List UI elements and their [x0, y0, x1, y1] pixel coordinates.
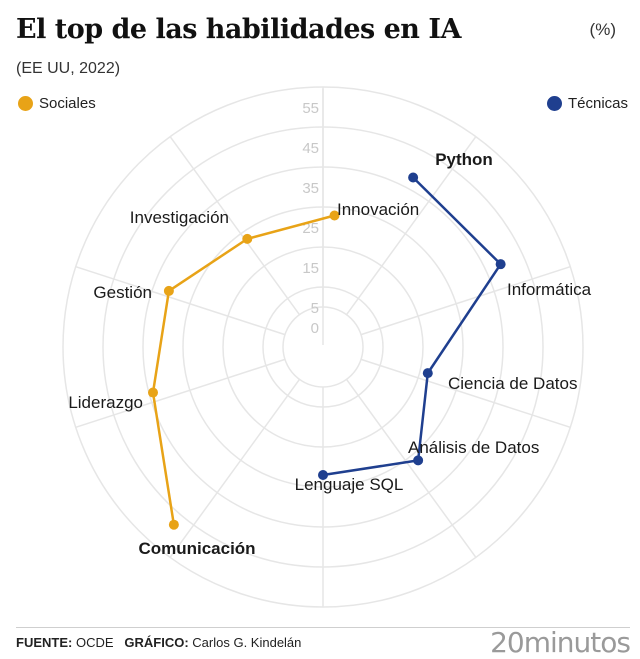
point-label-1-4: Lenguaje SQL — [295, 475, 404, 494]
legend-tecnicas-label: Técnicas — [567, 95, 628, 112]
point-label-1-2: Ciencia de Datos — [448, 374, 577, 393]
footer-divider — [16, 627, 630, 628]
point-label-0-1: Investigación — [130, 208, 229, 227]
chart-subtitle: (EE UU, 2022) — [16, 60, 121, 77]
grid-spoke-1 — [345, 136, 477, 316]
source-label: FUENTE: — [16, 635, 73, 650]
data-point-0-4 — [168, 519, 179, 530]
point-label-1-3: Análisis de Datos — [408, 438, 539, 457]
legend-sociales: Sociales — [18, 95, 96, 112]
source-value: OCDE — [75, 635, 114, 650]
graphic-label: GRÁFICO: — [124, 635, 189, 650]
grid-spoke-3 — [360, 358, 571, 429]
data-point-1-0 — [408, 172, 419, 183]
data-point-1-2 — [422, 368, 433, 379]
grid-spoke-6 — [169, 378, 301, 558]
unit-label: (%) — [589, 20, 616, 39]
legend-tecnicas: Técnicas — [546, 95, 628, 112]
data-point-0-1 — [242, 233, 253, 244]
grid-spoke-7 — [75, 358, 286, 429]
tick-label-4: 35 — [302, 180, 319, 197]
tick-label-5: 45 — [302, 140, 319, 157]
data-point-1-4 — [318, 470, 328, 480]
point-label-0-3: Liderazgo — [68, 393, 143, 412]
data-point-1-1 — [495, 259, 506, 270]
grid-spoke-4 — [345, 378, 477, 558]
grid-spoke-8 — [75, 265, 286, 336]
legend-sociales-label: Sociales — [39, 95, 96, 112]
point-label-1-1: Informática — [507, 280, 592, 299]
tick-label-6: 55 — [302, 100, 319, 117]
point-label-0-0: Innovación — [337, 200, 419, 219]
point-label-1-0: Python — [435, 150, 493, 169]
series-line-técnicas — [322, 176, 502, 477]
grid-spoke-2 — [360, 265, 571, 336]
graphic-value: Carlos G. Kindelán — [192, 635, 302, 650]
tick-label-1: 5 — [311, 300, 319, 317]
chart-title: El top de las habilidades en IA — [16, 14, 461, 45]
data-point-0-2 — [163, 285, 174, 296]
data-point-1-3 — [413, 455, 424, 466]
point-label-0-2: Gestión — [93, 283, 152, 302]
data-point-0-0 — [329, 210, 340, 221]
tick-label-2: 15 — [302, 260, 319, 277]
data-point-0-3 — [147, 387, 158, 398]
tick-label-0: 0 — [311, 320, 319, 337]
radar-chart: 051525354555InnovaciónInvestigaciónGesti… — [62, 86, 592, 608]
brand-logo: 20minutos — [490, 626, 631, 659]
footer-credits: FUENTE: OCDE GRÁFICO: Carlos G. Kindelán — [16, 635, 301, 650]
legend-tecnicas-dot — [546, 96, 562, 111]
point-label-0-4: Comunicación — [138, 539, 255, 558]
legend-sociales-dot — [18, 96, 33, 111]
grid-spoke-9 — [169, 136, 301, 316]
